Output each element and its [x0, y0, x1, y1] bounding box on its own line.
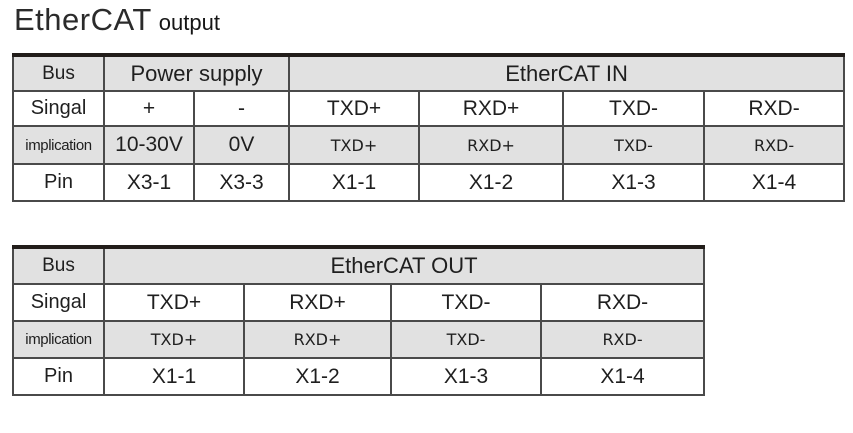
data-cell: X1-4: [703, 163, 846, 202]
data-cell: 0V: [192, 125, 291, 165]
data-cell: TXD-: [562, 125, 706, 165]
ethercat-in-header: EtherCAT IN: [288, 54, 846, 92]
data-cell: 10-30V: [103, 125, 195, 165]
data-cell: TXD-: [562, 90, 706, 127]
data-cell: X1-3: [562, 163, 706, 202]
table-row: implication 10-30V 0V TXD+ RXD+ TXD- RXD…: [12, 125, 846, 165]
table-row: Pin X3-1 X3-3 X1-1 X1-2 X1-3 X1-4: [12, 163, 846, 202]
table-row: implication TXD+ RXD+ TXD- RXD-: [12, 320, 706, 359]
data-cell: TXD+: [103, 283, 245, 322]
table-row: Singal TXD+ RXD+ TXD- RXD-: [12, 283, 706, 322]
ethercat-out-header: EtherCAT OUT: [102, 246, 706, 285]
data-cell: RXD+: [418, 125, 565, 165]
ethercat-in-table: Bus Power supply EtherCAT IN Singal + - …: [12, 53, 846, 202]
bus-header: Bus: [12, 54, 105, 92]
page-title: EtherCAT output: [14, 2, 220, 38]
table-row: Bus Power supply EtherCAT IN: [12, 54, 846, 92]
data-cell: -: [192, 90, 291, 127]
data-cell: TXD+: [288, 90, 421, 127]
data-cell: X1-2: [418, 163, 565, 202]
page-title-sub: output: [158, 10, 220, 35]
implication-row-label: implication: [12, 320, 105, 359]
data-cell: TXD-: [390, 320, 542, 359]
data-cell: RXD-: [539, 320, 706, 359]
singal-row-label: Singal: [12, 90, 105, 127]
data-cell: RXD+: [243, 283, 392, 322]
data-cell: RXD-: [703, 90, 846, 127]
data-cell: TXD+: [103, 320, 245, 359]
table-row: Pin X1-1 X1-2 X1-3 X1-4: [12, 357, 706, 396]
pin-row-label: Pin: [12, 163, 105, 202]
data-cell: TXD-: [390, 283, 542, 322]
data-cell: X3-1: [103, 163, 195, 202]
singal-row-label: Singal: [12, 283, 105, 322]
data-cell: X3-3: [192, 163, 291, 202]
table-row: Bus EtherCAT OUT: [12, 246, 706, 285]
data-cell: X1-3: [390, 357, 542, 396]
pin-row-label: Pin: [12, 357, 105, 396]
bus-header: Bus: [12, 246, 105, 285]
data-cell: RXD+: [243, 320, 392, 359]
page-title-main: EtherCAT: [14, 2, 152, 37]
data-cell: X1-4: [539, 357, 706, 396]
ethercat-out-table: Bus EtherCAT OUT Singal TXD+ RXD+ TXD- R…: [12, 245, 706, 396]
data-cell: X1-1: [288, 163, 421, 202]
data-cell: TXD+: [288, 125, 421, 165]
table-row: Singal + - TXD+ RXD+ TXD- RXD-: [12, 90, 846, 127]
data-cell: X1-2: [243, 357, 392, 396]
data-cell: +: [103, 90, 195, 127]
data-cell: RXD-: [703, 125, 846, 165]
data-cell: RXD+: [418, 90, 565, 127]
data-cell: RXD-: [539, 283, 706, 322]
power-supply-header: Power supply: [102, 54, 291, 92]
data-cell: X1-1: [103, 357, 245, 396]
implication-row-label: implication: [12, 125, 105, 165]
